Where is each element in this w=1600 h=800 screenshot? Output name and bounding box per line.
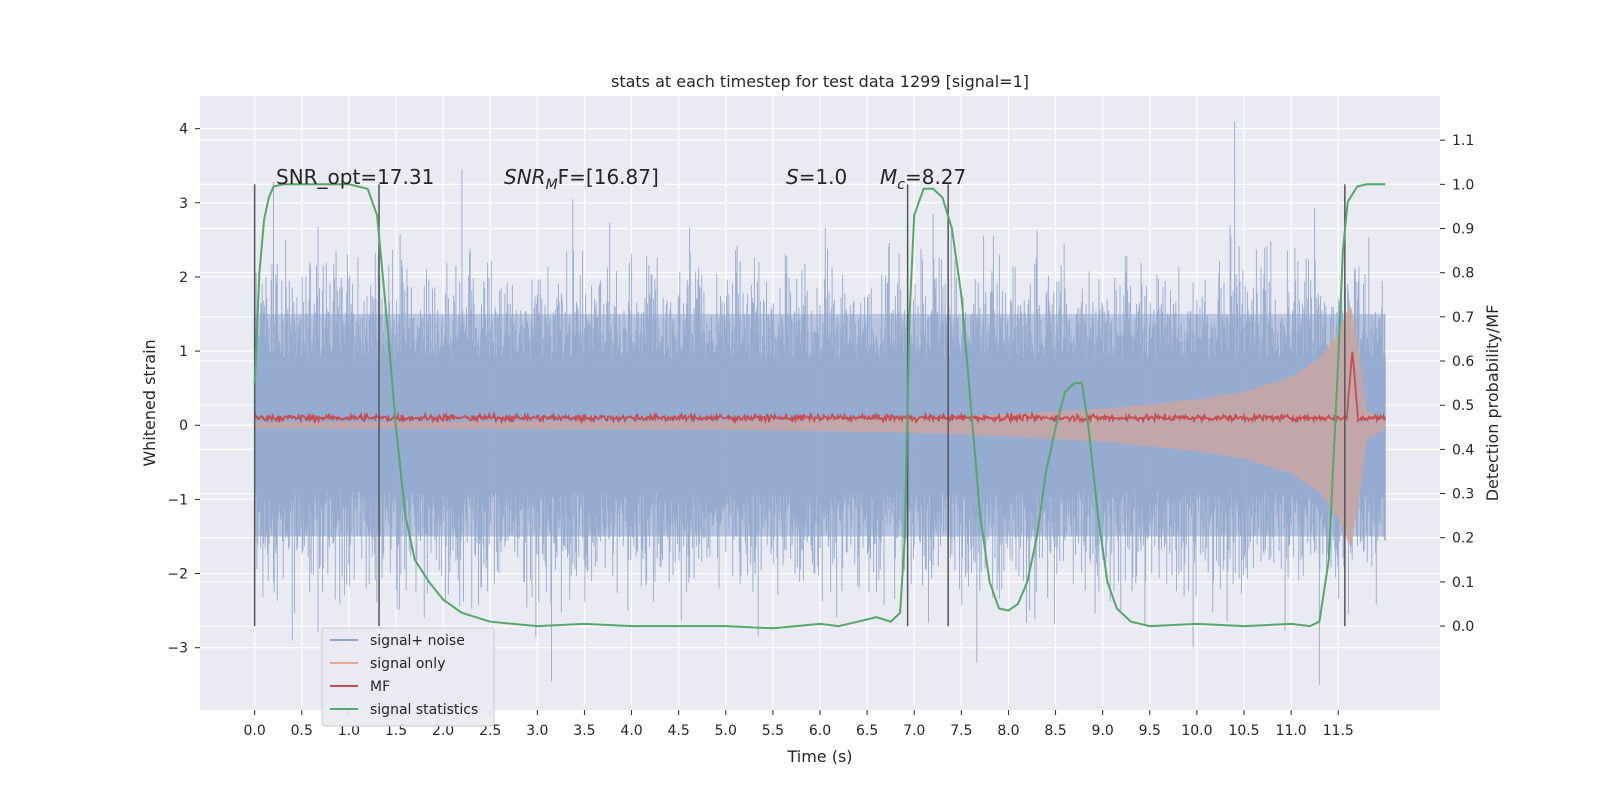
y-right-tick-label: 0.7	[1452, 310, 1474, 326]
annotation-mc-symbol: M	[880, 165, 897, 189]
y-axis-right-ticks: 0.0 0.1 0.2 0.3 0.4 0.5 0.6 0.7 0.8 0.9 1.0 1.1	[1440, 133, 1474, 635]
y-tick-label: 4	[179, 122, 188, 138]
annotation-snr-mf-value: F=[16.87]	[558, 165, 659, 189]
annotation-s-symbol: S	[786, 165, 799, 189]
x-tick-label: 7.5	[950, 723, 972, 739]
annotation-mc-subscript: c	[897, 177, 905, 193]
legend-box	[321, 627, 495, 727]
x-tick-label: 5.5	[762, 723, 784, 739]
x-tick-label: 7.0	[903, 723, 925, 739]
x-tick-label: 8.5	[1044, 723, 1066, 739]
y-tick-label: −1	[167, 492, 188, 508]
x-tick-label: 6.0	[809, 723, 831, 739]
x-tick-label: 2.5	[479, 723, 501, 739]
y-tick-label: 0	[179, 418, 188, 434]
signal-statistics-line	[253, 183, 1386, 630]
x-tick-label: 10.5	[1228, 723, 1259, 739]
y-right-tick-label: 0.0	[1452, 619, 1474, 635]
legend-label-signal-noise: signal+ noise	[370, 633, 465, 649]
y-tick-label: 3	[179, 196, 188, 212]
y-right-tick-label: 0.1	[1452, 575, 1474, 591]
x-tick-label: 6.5	[856, 723, 878, 739]
x-tick-label: 9.5	[1139, 723, 1161, 739]
x-axis-ticks: 0.0 0.5 1.0 1.5 2.0 2.5 3.0 3.5 4.0 4.5 5.0 5.5 6.0 6…	[244, 710, 1354, 739]
annotation-s-value: =1.0	[799, 165, 848, 189]
y-right-tick-label: 0.5	[1452, 398, 1474, 414]
y-right-tick-label: 0.6	[1452, 354, 1474, 370]
x-tick-label: 0.0	[244, 723, 266, 739]
x-tick-label: 4.0	[620, 723, 642, 739]
y-axis-right-label: Detection probability/MF	[1483, 305, 1502, 502]
annotation-mc: Mc=8.27	[880, 165, 966, 193]
y-tick-label: 2	[179, 270, 188, 286]
x-tick-label: 5.0	[715, 723, 737, 739]
annotation-snr-opt: SNR_opt=17.31	[276, 165, 434, 189]
y-axis-ticks: −3 −2 −1 0 1 2 3 4	[167, 122, 200, 657]
y-tick-label: −3	[167, 641, 188, 657]
y-right-tick-label: 0.3	[1452, 487, 1474, 503]
x-tick-label: 0.5	[291, 723, 313, 739]
y-right-tick-label: 1.1	[1452, 133, 1474, 149]
y-axis-label: Whitened strain	[140, 339, 159, 466]
y-right-tick-label: 0.9	[1452, 222, 1474, 238]
y-right-tick-label: 0.2	[1452, 531, 1474, 547]
x-tick-label: 8.0	[997, 723, 1019, 739]
x-tick-label: 1.5	[385, 723, 407, 739]
x-axis-label: Time (s)	[786, 747, 852, 766]
x-tick-label: 1.0	[338, 723, 360, 739]
vertical-markers	[253, 184, 1346, 627]
y-tick-label: 1	[179, 344, 188, 360]
y-right-tick-label: 0.4	[1452, 442, 1474, 458]
y-tick-label: −2	[167, 567, 188, 583]
chart-title: stats at each timestep for test data 129…	[611, 72, 1029, 91]
signal-only-overlay	[254, 305, 1386, 546]
y-right-tick-label: 0.8	[1452, 266, 1474, 282]
annotation-snr-mf-subscript: M	[546, 177, 558, 193]
x-tick-label: 11.0	[1276, 723, 1307, 739]
annotation-s: S=1.0	[786, 165, 847, 189]
legend-label-mf: MF	[370, 679, 390, 695]
y-right-tick-label: 1.0	[1452, 177, 1474, 193]
plot-layer	[253, 121, 1387, 685]
x-tick-label: 4.5	[668, 723, 690, 739]
annotation-snr-mf: SNRMF=[16.87]	[504, 165, 659, 193]
x-tick-label: 9.0	[1092, 723, 1114, 739]
x-tick-label: 3.0	[526, 723, 548, 739]
x-tick-label: 2.0	[432, 723, 454, 739]
legend: signal+ noise signal only MF signal stat…	[321, 627, 495, 727]
annotation-mc-value: =8.27	[905, 165, 966, 189]
x-tick-label: 3.5	[573, 723, 595, 739]
annotation-snr-mf-symbol: SNR	[504, 165, 546, 189]
x-tick-label: 11.5	[1323, 723, 1354, 739]
legend-label-signal-statistics: signal statistics	[370, 702, 478, 718]
mf-line	[253, 351, 1387, 425]
x-tick-label: 10.0	[1181, 723, 1212, 739]
legend-label-signal-only: signal only	[370, 656, 445, 672]
